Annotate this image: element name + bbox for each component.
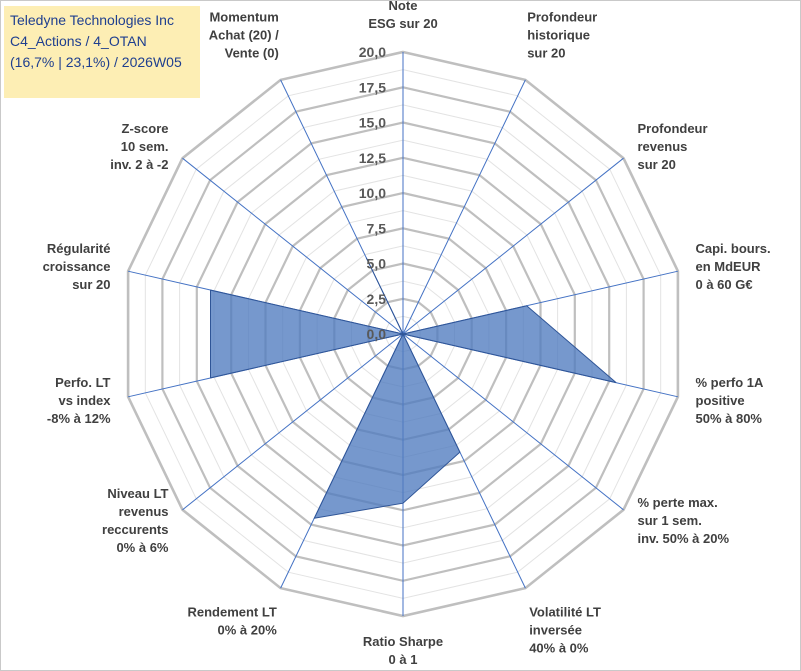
axis-spoke: [402, 333, 624, 511]
series-area: [210, 257, 617, 519]
score-period: (16,7% | 23,1%) / 2026W05: [10, 54, 182, 70]
axis-label: % perte max. sur 1 sem. inv. 50% à 20%: [638, 495, 730, 546]
axis-label: Rendement LT 0% à 20%: [187, 604, 277, 637]
chart-title-box: Teledyne Technologies Inc C4_Actions / 4…: [4, 6, 200, 98]
radar-series: [210, 257, 617, 519]
tick-label: 2,5: [367, 291, 387, 307]
axis-spoke: [402, 157, 624, 335]
axis-label: Note ESG sur 20: [368, 0, 437, 31]
axis-label: Perfo. LT vs index -8% à 12%: [47, 375, 111, 426]
axis-label: Capi. bours. en MdEUR 0 à 60 G€: [696, 241, 771, 292]
tick-label: 15,0: [359, 115, 386, 131]
tick-label: 12,5: [359, 150, 386, 166]
axis-spoke: [182, 333, 404, 511]
tick-label: 10,0: [359, 185, 386, 201]
axis-spoke: [182, 157, 404, 335]
tick-label: 17,5: [359, 79, 386, 95]
company-name: Teledyne Technologies Inc: [10, 12, 174, 28]
axis-label: Profondeur revenus sur 20: [638, 121, 708, 172]
axis-label: % perfo 1A positive 50% à 80%: [696, 375, 765, 426]
axis-label: Ratio Sharpe 0 à 1: [363, 634, 443, 667]
radar-tick-labels: 0,0 2,5 5,0 7,5 10,0 12,5 15,0 17,5 20,0: [359, 44, 386, 342]
axis-label: Niveau LT revenus reccurents 0% à 6%: [102, 486, 169, 555]
tick-label: 7,5: [367, 220, 387, 236]
axis-label: Régularité croissance sur 20: [43, 241, 111, 292]
axis-spoke: [402, 79, 526, 335]
axis-label: Volatilité LT inversée 40% à 0%: [529, 604, 601, 655]
tick-label: 20,0: [359, 44, 386, 60]
axis-label: Profondeur historique sur 20: [527, 10, 597, 61]
radar-axis-labels: Note ESG sur 20 Profondeur historique sur 20…: [43, 0, 771, 667]
axis-label: Z-score 10 sem. inv. 2 à -2: [110, 121, 168, 172]
axis-label: Momentum Achat (20) / Vente (0): [209, 10, 279, 61]
tick-label: 5,0: [367, 256, 387, 272]
portfolio-path: C4_Actions / 4_OTAN: [10, 33, 147, 49]
tick-label: 0,0: [367, 326, 387, 342]
